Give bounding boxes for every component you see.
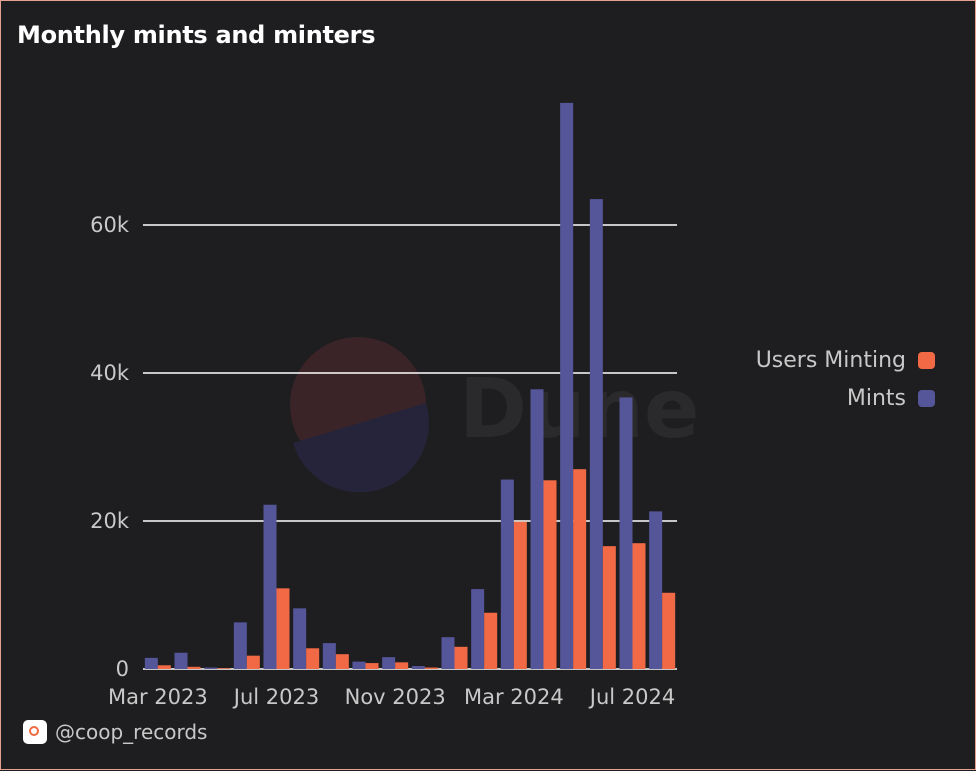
bar-mints[interactable]	[649, 511, 663, 669]
chart-legend: Users Minting Mints	[756, 341, 935, 417]
chart-title: Monthly mints and minters	[17, 21, 376, 49]
bar-users-minting[interactable]	[602, 546, 616, 669]
bar-mints[interactable]	[382, 657, 396, 669]
legend-label: Mints	[846, 385, 906, 411]
bar-users-minting[interactable]	[573, 469, 587, 669]
watermark-text: Dune	[459, 362, 699, 457]
bar-mints[interactable]	[233, 622, 247, 669]
bar-users-minting[interactable]	[217, 668, 231, 669]
bar-users-minting[interactable]	[484, 612, 498, 669]
legend-swatch-mints	[918, 389, 935, 407]
bar-users-minting[interactable]	[454, 646, 468, 669]
y-tick-label: 40k	[90, 361, 130, 385]
legend-label: Users Minting	[755, 347, 906, 373]
bar-mints[interactable]	[530, 389, 544, 669]
y-tick-label: 20k	[90, 509, 130, 533]
bar-users-minting[interactable]	[424, 667, 438, 669]
bar-mints[interactable]	[411, 666, 425, 669]
bar-mints[interactable]	[263, 504, 277, 669]
legend-item-mints[interactable]: Mints	[756, 379, 935, 417]
footer-attribution: @coop_records	[23, 720, 207, 744]
y-tick-label: 0	[116, 657, 129, 681]
bar-mints[interactable]	[619, 397, 633, 669]
bar-users-minting[interactable]	[543, 480, 557, 669]
legend-swatch-users-minting	[918, 351, 935, 369]
x-tick-label: Jul 2023	[232, 685, 319, 709]
bar-users-minting[interactable]	[187, 666, 201, 669]
x-tick-label: Mar 2023	[108, 685, 208, 709]
footer-handle[interactable]: @coop_records	[55, 720, 208, 744]
bar-users-minting[interactable]	[632, 543, 646, 669]
x-tick-label: Jul 2024	[588, 685, 675, 709]
bar-mints[interactable]	[471, 589, 485, 669]
bar-users-minting[interactable]	[662, 592, 676, 669]
x-tick-label: Mar 2024	[464, 685, 564, 709]
bar-users-minting[interactable]	[246, 655, 260, 669]
bar-mints[interactable]	[293, 608, 307, 669]
bar-mints[interactable]	[500, 479, 514, 669]
bar-mints[interactable]	[441, 637, 455, 669]
bar-mints[interactable]	[589, 199, 603, 669]
dune-watermark: Dune	[290, 337, 699, 493]
bar-users-minting[interactable]	[276, 588, 290, 669]
bar-users-minting[interactable]	[306, 648, 320, 669]
bar-mints[interactable]	[352, 661, 366, 669]
bar-users-minting[interactable]	[513, 521, 527, 669]
bar-mints[interactable]	[322, 643, 336, 669]
bar-mints[interactable]	[560, 102, 574, 669]
y-tick-label: 60k	[90, 213, 130, 237]
watermark-circle-bottom	[293, 403, 429, 493]
bar-users-minting[interactable]	[157, 665, 171, 669]
bar-users-minting[interactable]	[335, 654, 349, 669]
coop-records-logo-icon	[23, 720, 47, 744]
bar-users-minting[interactable]	[365, 663, 379, 669]
bar-mints[interactable]	[174, 652, 188, 669]
legend-item-users-minting[interactable]: Users Minting	[756, 341, 935, 379]
bar-users-minting[interactable]	[395, 662, 409, 669]
bar-mints[interactable]	[204, 667, 218, 669]
x-tick-label: Nov 2023	[345, 685, 446, 709]
bar-mints[interactable]	[144, 657, 158, 669]
